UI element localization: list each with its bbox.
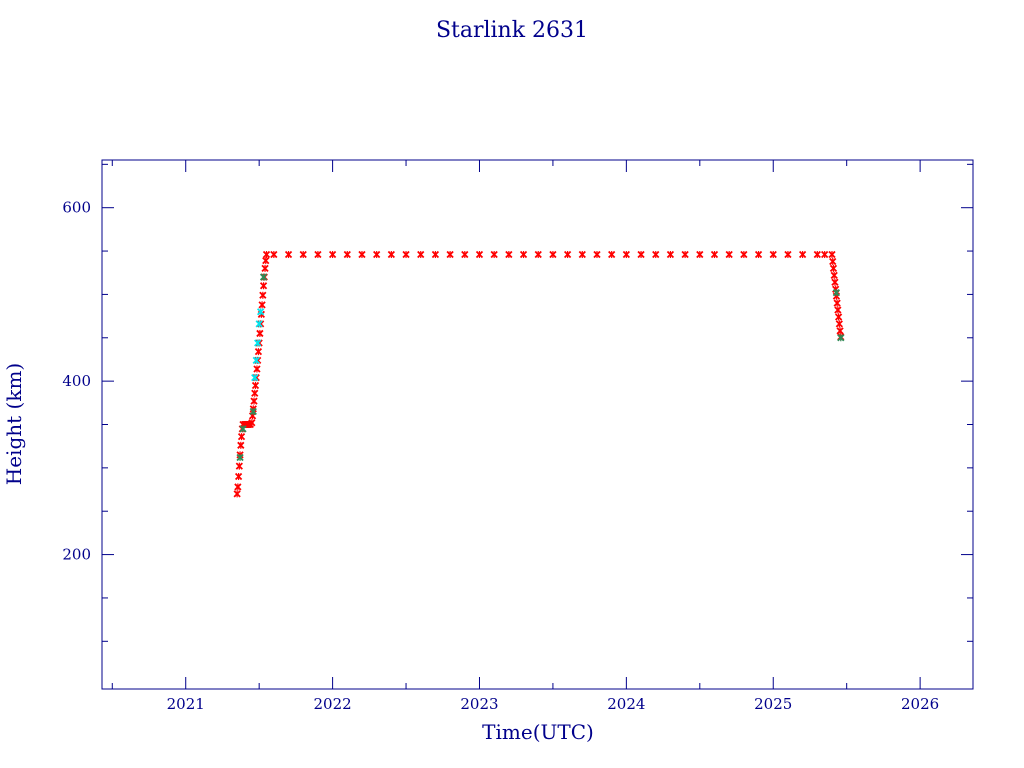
data-point [578,250,586,259]
data-point [262,256,270,265]
data-point [637,250,645,259]
data-point [836,327,844,335]
data-point [563,250,572,259]
data-point [237,441,245,449]
data-point [593,250,601,259]
data-point [259,282,268,290]
data-point [835,320,843,328]
x-axis-ticks [111,160,921,689]
x-tick-label: 2023 [460,695,498,713]
x-tick-label: 2026 [901,695,939,713]
data-point [254,339,262,347]
data-point [299,250,307,259]
data-point [798,250,807,259]
data-point [461,250,469,259]
data-point [681,250,689,259]
data-point [259,291,267,299]
data-point [666,250,675,259]
data-point [829,264,838,273]
data-point [256,329,264,338]
data-point [519,250,528,259]
data-point [475,250,484,259]
data-point [831,278,839,286]
data-point [769,250,777,259]
data-point [446,250,454,259]
data-point [402,250,410,259]
data-point [256,308,265,316]
data-point [237,433,246,441]
data-point [431,250,440,259]
data-point [549,250,557,259]
data-point [834,306,842,314]
data-point [725,250,733,259]
y-axis-label: Height (km) [2,363,26,485]
data-point [696,250,704,259]
data-point [813,250,821,259]
data-point [829,257,837,266]
data-point [834,313,843,321]
data-point [234,472,243,481]
data-point [608,250,616,259]
data-point [821,250,829,259]
series-layer [233,250,845,498]
data-point [622,250,630,259]
data-point [784,250,792,259]
y-tick-label: 400 [62,372,91,390]
y-tick-label: 200 [62,546,91,564]
data-point [249,407,257,416]
data-point [248,419,256,427]
data-point [314,250,322,259]
data-point [261,264,269,273]
y-axis-tick-labels: 200 400 600 [62,199,91,564]
data-point [373,250,381,259]
data-point [233,490,241,498]
data-point [490,250,498,259]
data-point [234,483,242,491]
data-point [328,250,337,259]
data-point [252,356,260,364]
data-point [837,334,845,342]
data-point [387,250,395,259]
data-point [284,250,293,259]
data-point [833,299,841,307]
y-tick-label: 600 [62,199,91,217]
data-point [652,250,660,259]
data-point [236,453,244,462]
data-point [754,250,763,259]
data-point [828,250,836,259]
plot-frame [101,159,974,690]
data-point [258,301,266,309]
data-point [253,365,261,373]
data-point [534,250,542,259]
x-axis-label: Time(UTC) [482,720,594,744]
data-point [270,250,278,259]
x-tick-label: 2021 [167,695,205,713]
data-point [262,250,271,259]
data-point [740,250,748,259]
data-point [235,462,243,470]
data-point [255,320,263,328]
data-point [250,397,258,405]
data-point [251,381,260,390]
data-point [505,250,513,259]
x-axis-tick-labels: 2021 2022 2023 2024 2025 2026 [167,695,940,713]
data-point [710,250,719,259]
data-point [251,389,259,397]
data-point [259,273,268,281]
data-point [251,374,259,382]
x-tick-label: 2024 [607,695,645,713]
y-axis-ticks [102,163,973,642]
data-point [830,271,838,279]
data-point [832,289,841,297]
x-tick-label: 2025 [754,695,792,713]
data-point [254,348,263,356]
data-point [358,250,366,259]
data-point [239,425,247,433]
chart-title: Starlink 2631 [436,18,588,43]
data-point [343,250,351,259]
data-point [417,250,425,259]
x-tick-label: 2022 [314,695,352,713]
